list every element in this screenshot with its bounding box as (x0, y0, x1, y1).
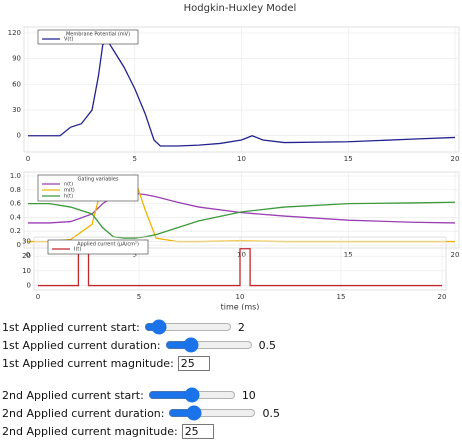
x-tick-label: 0 (36, 293, 40, 301)
legend-label: I(t) (74, 247, 81, 253)
control-label: 1st Applied current duration: (2, 338, 161, 352)
slider-value: 0.5 (262, 406, 280, 420)
y-tick-label: 20 (22, 252, 31, 260)
control-row: 2nd Applied current duration: 0.5 (2, 404, 280, 422)
control-label: 2nd Applied current start: (2, 388, 144, 402)
legend-label: m(t) (64, 188, 75, 194)
x-tick-label: 15 (344, 155, 353, 163)
legend-box (37, 29, 139, 45)
x-tick-label: 10 (237, 155, 246, 163)
x-tick-label: 15 (344, 251, 353, 259)
slider[interactable] (147, 389, 236, 401)
y-tick-label: 10 (22, 267, 31, 275)
series-line (38, 248, 442, 287)
control-label: 1st Applied current start: (2, 320, 140, 334)
control-label: 2nd Applied current magnitude: (2, 424, 178, 438)
y-tick-label: 0.6 (10, 200, 22, 208)
y-tick-label: 30 (12, 106, 21, 114)
x-tick-label: 20 (451, 155, 460, 163)
legend-title: Membrane Potential (mV) (66, 32, 130, 38)
control-row: 2nd Applied current magnitude: 25 (2, 422, 280, 440)
control-row: 1st Applied current duration: 0.5 (2, 336, 280, 354)
legend-title: Gating variables (78, 177, 119, 183)
slider-value: 2 (237, 320, 245, 334)
legend-box (37, 174, 139, 202)
y-tick-label: 0.4 (10, 213, 22, 221)
slider[interactable] (143, 321, 232, 333)
x-tick-label: 15 (337, 293, 346, 301)
slider[interactable] (164, 339, 253, 351)
legend-title: Applied current (μA/cm²) (77, 242, 139, 248)
series-line (28, 192, 456, 224)
x-tick-label: 20 (451, 251, 460, 259)
y-tick-label: 1.0 (10, 172, 21, 180)
x-tick-label: 10 (236, 293, 245, 301)
x-tick-label: 0 (26, 155, 30, 163)
y-tick-label: 0 (27, 282, 31, 290)
x-tick-label: 20 (438, 293, 447, 301)
slider-value: 0.5 (258, 338, 277, 352)
legend-box (47, 239, 149, 255)
x-tick-label: 10 (237, 251, 246, 259)
y-tick-label: 0 (17, 241, 21, 249)
legend-label: n(t) (64, 182, 73, 188)
y-tick-label: 0.2 (10, 227, 21, 235)
control-label: 2nd Applied current duration: (2, 406, 165, 420)
number-input[interactable]: 25 (177, 355, 210, 371)
y-tick-label: 90 (12, 55, 21, 63)
controls: 1st Applied current start: 2 1st Applied … (2, 318, 280, 440)
x-tick-label: 0 (26, 251, 30, 259)
control-row: 1st Applied current start: 2 (2, 318, 280, 336)
x-tick-label: 5 (137, 293, 141, 301)
y-tick-label: 0 (17, 132, 21, 140)
control-row: 1st Applied current magnitude: 25 (2, 354, 280, 372)
slider-value: 10 (241, 388, 256, 402)
series-line (28, 38, 456, 147)
legend-label: V(t) (64, 37, 73, 43)
x-tick-label: 5 (133, 251, 137, 259)
number-input[interactable]: 25 (181, 423, 214, 439)
chart-title: Hodgkin-Huxley Model (184, 3, 297, 14)
legend-label: h(t) (64, 194, 73, 200)
y-tick-label: 0.8 (10, 186, 21, 194)
y-tick-label: 30 (22, 237, 31, 245)
y-tick-label: 120 (8, 29, 21, 37)
control-label: 1st Applied current magnitude: (2, 356, 174, 370)
x-axis-label: time (ms) (221, 303, 260, 311)
control-row: 2nd Applied current start: 10 (2, 386, 280, 404)
slider[interactable] (168, 407, 257, 419)
x-tick-label: 5 (133, 155, 137, 163)
y-tick-label: 60 (12, 80, 21, 88)
